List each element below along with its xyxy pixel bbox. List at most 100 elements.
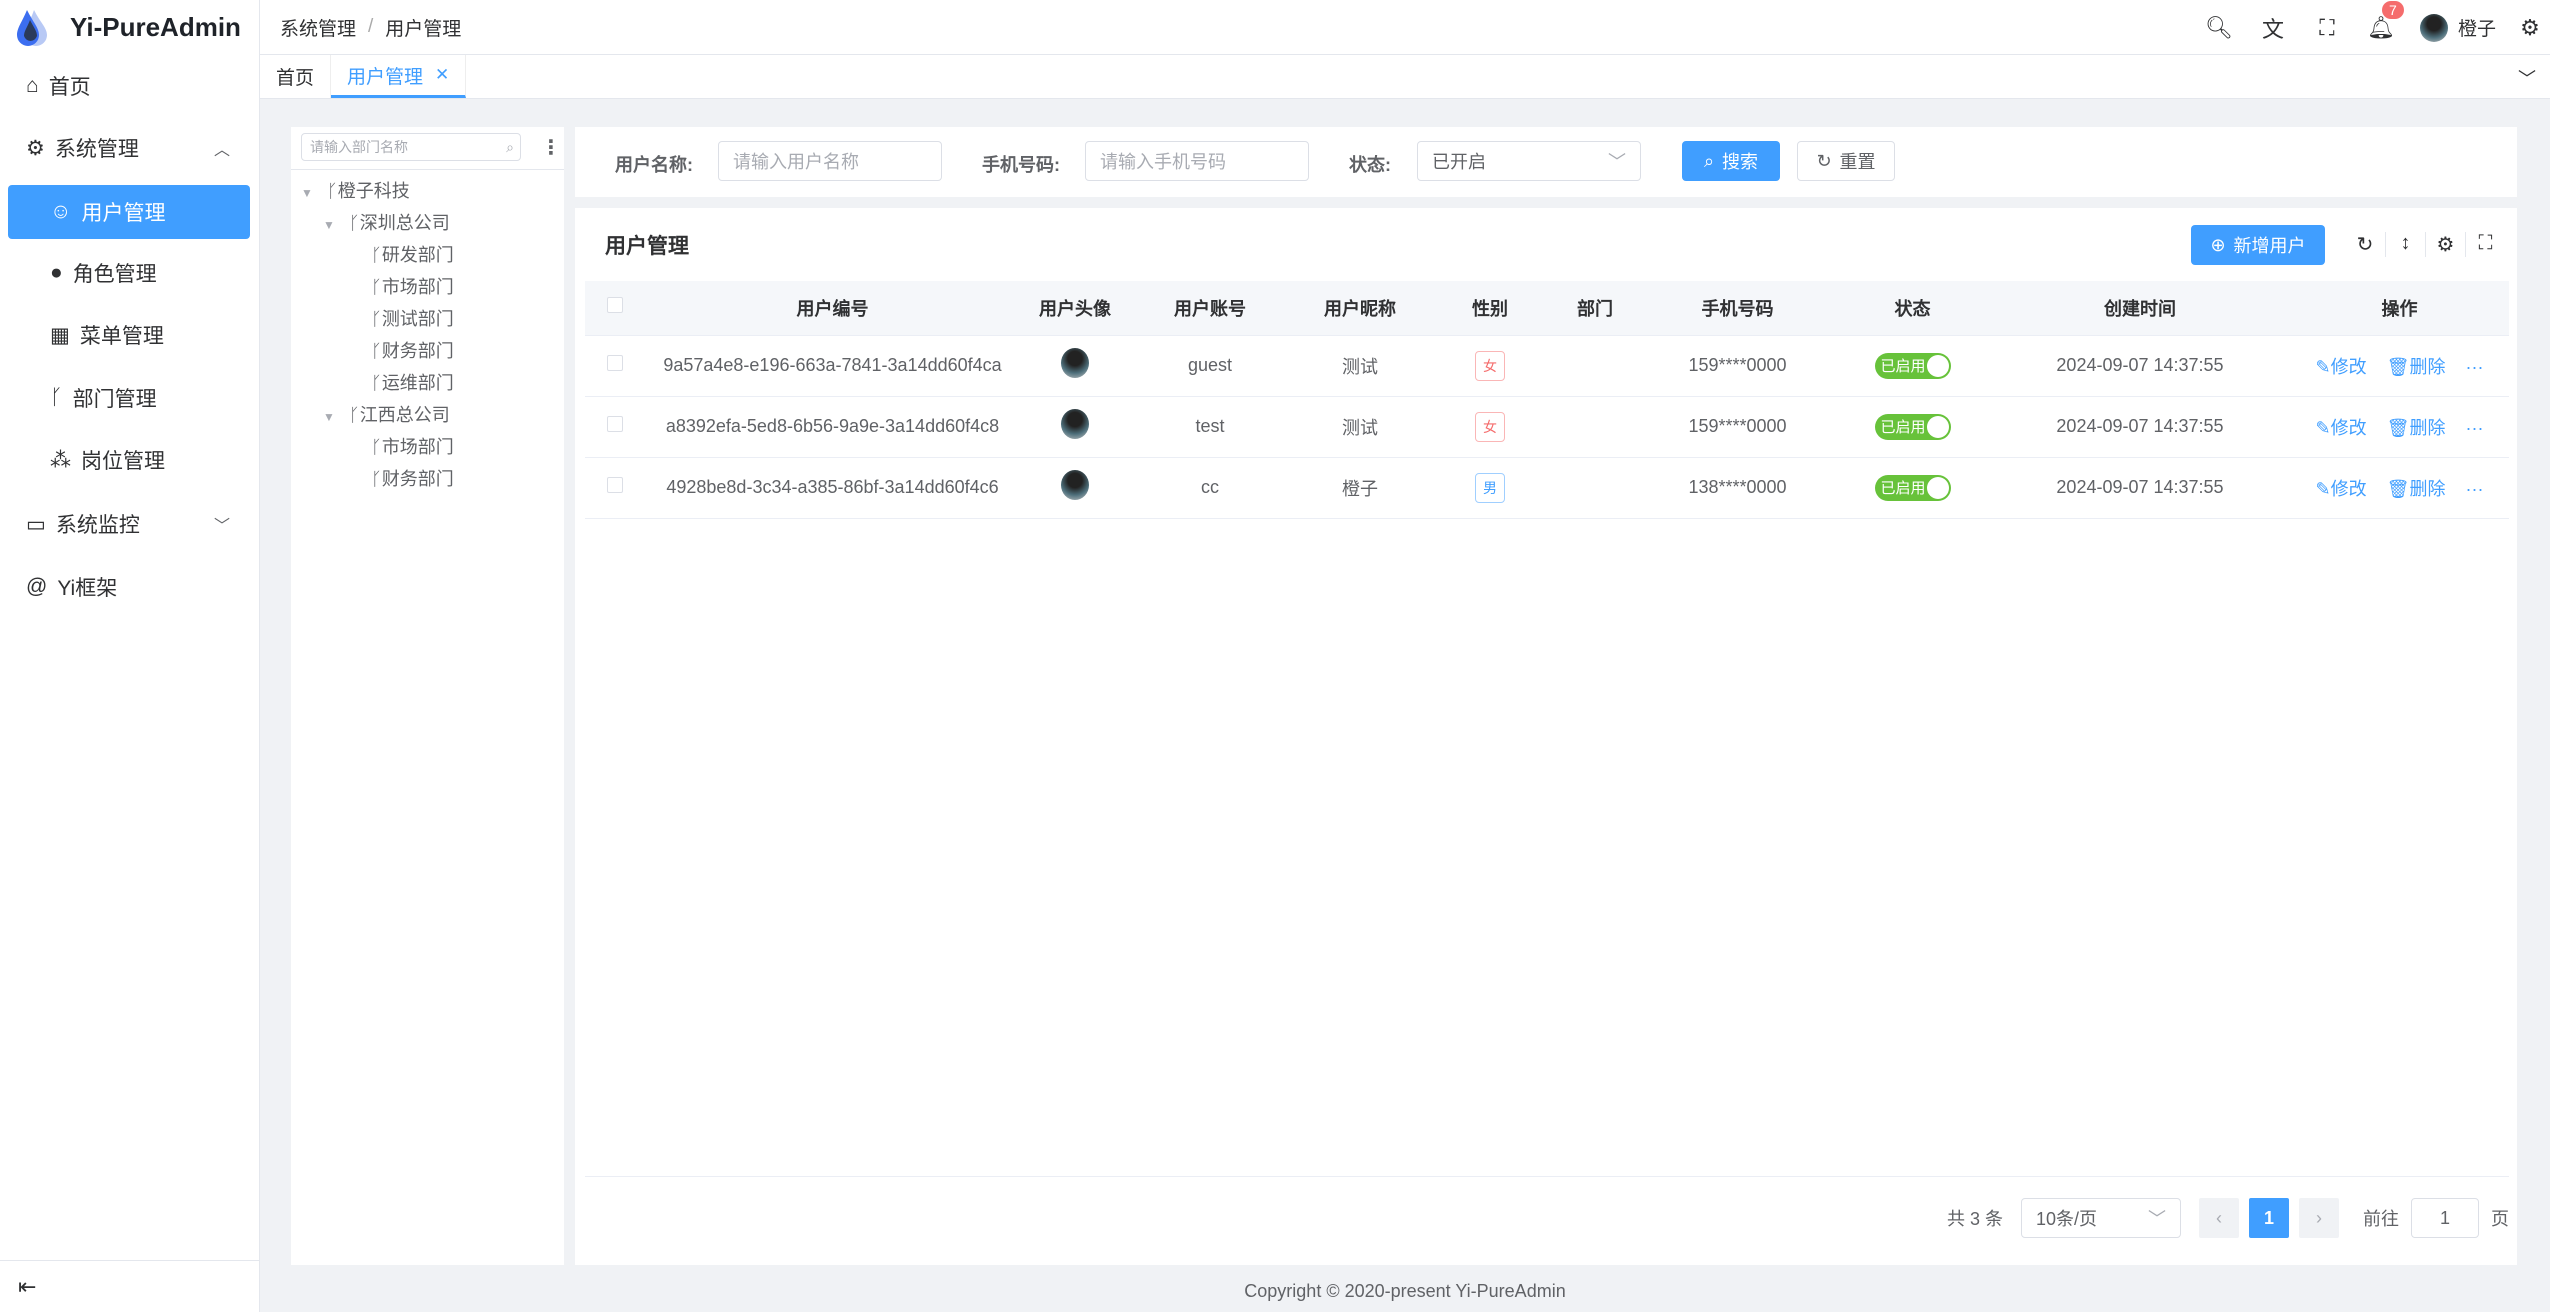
select-all-checkbox[interactable] — [585, 281, 645, 336]
row-checkbox[interactable] — [585, 335, 645, 397]
delete-button[interactable]: 🗑︎删除 — [2386, 356, 2446, 377]
user-id: a8392efa-5ed8-6b56-9a9e-3a14dd60f4c8 — [645, 396, 1020, 458]
tree-node[interactable]: ᚴ测试部门 — [371, 309, 454, 329]
dept-search-input[interactable]: 请输入部门名称 ⌕ — [301, 133, 521, 161]
translate-icon[interactable]: 文 — [2261, 16, 2284, 42]
sidebar-item-yi[interactable]: @ Yi框架 — [8, 560, 250, 614]
user-status: 已启用 — [1835, 457, 1990, 519]
tab-home[interactable]: 首页 — [260, 55, 332, 98]
fullscreen-icon[interactable]: ⛶ — [2319, 14, 2335, 40]
logo-drop-icon — [17, 10, 47, 46]
user-nickname: 橙子 — [1290, 457, 1430, 519]
column-header: 手机号码 — [1640, 281, 1835, 336]
status-switch[interactable]: 已启用 — [1874, 413, 1951, 440]
user-menu[interactable]: 橙子 — [2419, 13, 2496, 42]
search-icon[interactable]: 🔍︎ — [2205, 14, 2233, 40]
refresh-icon[interactable]: ↻ — [2356, 234, 2374, 256]
sidebar-item-label: 岗位管理 — [81, 450, 165, 473]
page-size-select[interactable]: 10条/页 ﹀ — [2021, 1198, 2181, 1238]
status-switch[interactable]: 已启用 — [1874, 352, 1951, 379]
phone-label: 手机号码: — [982, 155, 1060, 175]
bell-icon[interactable]: 🔔︎ 7 — [2354, 0, 2408, 41]
row-checkbox[interactable] — [585, 457, 645, 519]
chevron-down-icon: ﹀ — [213, 518, 230, 535]
tree-node[interactable]: ᚴ运维部门 — [371, 373, 454, 393]
sidebar-item-roles[interactable]: ● 角色管理 — [8, 246, 250, 300]
search-button[interactable]: ⌕ 搜索 — [1682, 141, 1780, 181]
sidebar-item-menus[interactable]: ▦ 菜单管理 — [8, 308, 250, 362]
tree-node[interactable]: ᚴ市场部门 — [371, 437, 454, 457]
plus-circle-icon: ⊕ — [2210, 234, 2226, 255]
column-header: 用户头像 — [1020, 281, 1130, 336]
tree-node[interactable]: ▼ ᚴ深圳总公司 — [323, 213, 450, 233]
status-label: 状态: — [1349, 155, 1391, 175]
column-header: 部门 — [1550, 281, 1640, 336]
tab-users[interactable]: 用户管理 ✕ — [331, 55, 467, 98]
settings-icon[interactable]: ⚙ — [2520, 14, 2540, 40]
sidebar-item-label: 菜单管理 — [79, 325, 164, 348]
gender-tag: 女 — [1475, 350, 1505, 381]
tree-node[interactable]: ᚴ研发部门 — [371, 245, 454, 265]
row-checkbox[interactable] — [585, 396, 645, 458]
user-phone: 159****0000 — [1640, 335, 1835, 397]
edit-icon: ✎ — [2315, 356, 2331, 377]
footer: Copyright © 2020-present Yi-PureAdmin — [260, 1270, 2550, 1312]
gender-tag: 男 — [1475, 472, 1505, 503]
sidebar-item-label: 系统管理 — [54, 138, 139, 161]
edit-button[interactable]: ✎修改 — [2315, 417, 2367, 438]
sidebar-item-users[interactable]: ☺ 用户管理 — [8, 185, 250, 239]
delete-button[interactable]: 🗑︎删除 — [2386, 417, 2446, 438]
fullscreen-icon[interactable]: ⛶ — [2465, 232, 2505, 257]
goto-page-input[interactable]: 1 — [2411, 1198, 2479, 1238]
sidebar-item-posts[interactable]: ⁂ 岗位管理 — [8, 433, 250, 487]
table-title: 用户管理 — [605, 235, 689, 258]
sidebar-item-home[interactable]: ⌂ 首页 — [8, 59, 250, 113]
sidebar-item-label: 角色管理 — [72, 263, 157, 286]
reset-button[interactable]: ↻ 重置 — [1797, 141, 1895, 181]
sidebar-item-monitor[interactable]: ▭ 系统监控 ﹀ — [8, 497, 250, 551]
user-gender: 女 — [1430, 335, 1550, 397]
username-input[interactable]: 请输入用户名称 — [718, 141, 942, 181]
more-vertical-icon[interactable]: ⋮ — [541, 137, 561, 159]
tab-label: 首页 — [276, 68, 315, 89]
refresh-icon: ↻ — [1816, 150, 1832, 171]
delete-button[interactable]: 🗑︎删除 — [2386, 478, 2446, 499]
tree-node[interactable]: ᚴ财务部门 — [371, 341, 454, 361]
breadcrumb-separator: / — [368, 16, 374, 37]
more-icon[interactable]: ··· — [2465, 356, 2484, 377]
phone-input[interactable]: 请输入手机号码 — [1085, 141, 1309, 181]
more-icon[interactable]: ··· — [2465, 478, 2484, 499]
page-suffix: 页 — [2491, 1209, 2509, 1229]
user-created: 2024-09-07 14:37:55 — [1990, 457, 2290, 519]
sidebar-item-label: 首页 — [48, 76, 91, 99]
next-page-button[interactable]: › — [2299, 1198, 2339, 1238]
edit-button[interactable]: ✎修改 — [2315, 356, 2367, 377]
chevron-down-icon: ﹀ — [1608, 152, 1626, 172]
more-icon[interactable]: ··· — [2465, 417, 2484, 438]
status-switch[interactable]: 已启用 — [1874, 474, 1951, 501]
user-status: 已启用 — [1835, 396, 1990, 458]
page-button[interactable]: 1 — [2249, 1198, 2289, 1238]
user-account: test — [1130, 396, 1290, 458]
edit-icon: ✎ — [2315, 417, 2331, 438]
tree-node[interactable]: ▼ ᚴ江西总公司 — [323, 405, 450, 425]
column-settings-icon[interactable]: ⚙ — [2425, 232, 2465, 257]
dept-search-placeholder: 请输入部门名称 — [310, 139, 408, 155]
logo[interactable]: Yi-PureAdmin — [0, 0, 260, 54]
breadcrumb-item[interactable]: 系统管理 — [280, 18, 357, 40]
sidebar-item-depts[interactable]: ᚴ 部门管理 — [8, 371, 250, 425]
tree-node[interactable]: ᚴ财务部门 — [371, 469, 454, 489]
add-user-button[interactable]: ⊕ 新增用户 — [2191, 225, 2325, 265]
density-icon[interactable]: ↕ — [2385, 232, 2425, 257]
status-select[interactable]: 已开启 ﹀ — [1417, 141, 1641, 181]
column-header: 操作 — [2290, 281, 2509, 336]
close-icon[interactable]: ✕ — [435, 65, 450, 84]
collapse-sidebar-button[interactable]: ⇤ — [0, 1260, 260, 1312]
sidebar-item-system[interactable]: ⚙ 系统管理 ︿ — [8, 121, 250, 175]
prev-page-button[interactable]: ‹ — [2199, 1198, 2239, 1238]
user-id: 9a57a4e8-e196-663a-7841-3a14dd60f4ca — [645, 335, 1020, 397]
chevron-down-icon[interactable]: ﹀ — [2518, 69, 2536, 89]
tree-node[interactable]: ▼ ᚴ橙子科技 — [301, 181, 410, 201]
tree-node[interactable]: ᚴ市场部门 — [371, 277, 454, 297]
edit-button[interactable]: ✎修改 — [2315, 478, 2367, 499]
